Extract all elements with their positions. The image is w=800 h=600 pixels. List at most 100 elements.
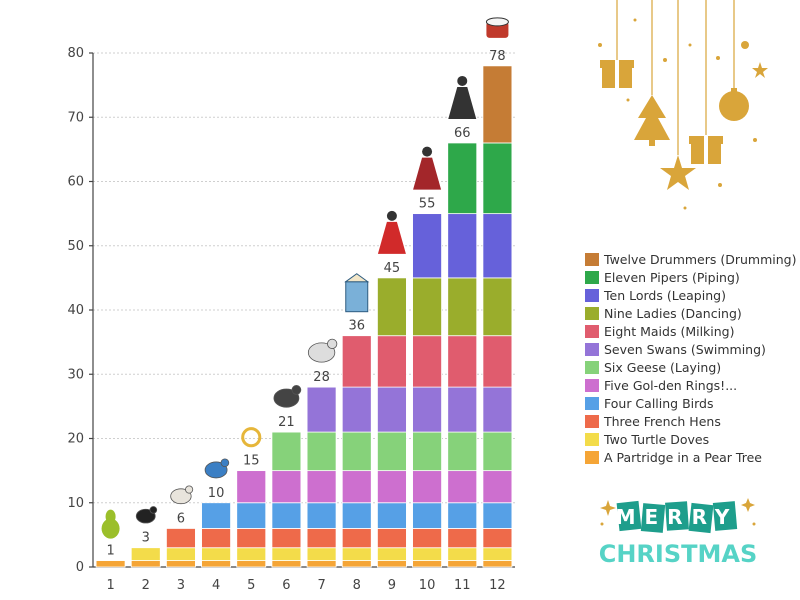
bar-segment: [447, 502, 478, 529]
bar-segment: [306, 502, 337, 529]
y-tick-label: 70: [67, 110, 84, 125]
bar-segment: [166, 560, 196, 568]
ring-icon: [241, 427, 262, 448]
legend-item: Ten Lords (Leaping): [585, 286, 800, 304]
bar-segment: [377, 386, 407, 433]
legend-label: A Partridge in a Pear Tree: [604, 449, 762, 465]
legend-item: Two Turtle Doves: [585, 430, 800, 448]
legend-label: Ten Lords (Leaping): [604, 287, 726, 303]
bar-segment: [377, 528, 407, 549]
x-tick-label: 11: [454, 578, 471, 593]
x-tick-label: 4: [212, 578, 220, 593]
y-tick-label: 50: [67, 239, 84, 254]
bar-total-label: 10: [208, 486, 225, 501]
bar-total-label: 15: [243, 454, 260, 469]
drum-icon: [485, 17, 509, 38]
bar-segment: [482, 65, 513, 144]
bar-segment: [447, 142, 478, 215]
bar-total-label: 36: [348, 319, 365, 334]
bar-segment: [482, 386, 513, 433]
bar-segment: [271, 547, 302, 561]
chart-legend: Twelve Drummers (Drumming) Eleven Pipers …: [585, 250, 800, 466]
pear-top: [105, 509, 116, 524]
bird-body: [273, 388, 300, 408]
x-tick-label: 1: [106, 578, 114, 593]
bird-head: [291, 385, 302, 395]
bar-segment: [447, 386, 478, 433]
bar-segment: [412, 470, 442, 504]
legend-swatch: [585, 324, 599, 338]
drum-body: [486, 21, 509, 38]
legend-swatch: [585, 360, 599, 374]
x-tick-label: 8: [353, 578, 361, 593]
ornament-strings: [616, 0, 735, 155]
bar-segment: [201, 547, 231, 561]
bar-segment: [236, 560, 267, 568]
legend-label: Six Geese (Laying): [604, 359, 722, 375]
bar-segment: [412, 560, 442, 568]
drum-top: [485, 17, 509, 27]
legend-swatch: [585, 270, 599, 284]
bar-segment: [482, 560, 513, 568]
bar-segment: [306, 431, 337, 472]
bar-segment: [201, 560, 231, 568]
figure-body: [413, 157, 442, 190]
bar-total-label: 3: [142, 531, 150, 546]
bar-segment: [201, 502, 231, 529]
legend-label: Two Turtle Doves: [604, 431, 710, 447]
milk-carton-icon: [344, 273, 370, 313]
bar-segment: [482, 431, 513, 472]
legend-item: Three French Hens: [585, 412, 800, 430]
bar-total-label: 78: [489, 49, 506, 64]
legend-item: Twelve Drummers (Drumming): [585, 250, 800, 268]
legend-swatch: [585, 306, 599, 320]
bar-segment: [341, 528, 372, 549]
x-tick-label: 3: [177, 578, 185, 593]
x-tick-label: 2: [142, 578, 150, 593]
bar-segment: [377, 470, 407, 504]
bar-segment: [201, 528, 231, 549]
sparkle-dots: [598, 18, 768, 210]
legend-swatch: [585, 288, 599, 302]
legend-swatch: [585, 378, 599, 392]
y-tick-label: 10: [67, 496, 84, 511]
bar-segment: [236, 528, 267, 549]
x-tick-label: 10: [419, 578, 436, 593]
swan-icon: [307, 338, 338, 363]
bar-segment: [341, 502, 372, 529]
gift-ornament-icon: [689, 136, 723, 164]
bar-segment: [377, 277, 407, 337]
bar-segment: [341, 470, 372, 504]
bird-body: [307, 342, 336, 363]
legend-item: Four Calling Birds: [585, 394, 800, 412]
bar-segment: [377, 502, 407, 529]
bar-segment: [271, 502, 302, 529]
y-tick-label: 60: [67, 175, 84, 190]
bar-segment: [377, 560, 407, 568]
greeting-line-1: MERRY: [616, 505, 739, 529]
legend-swatch: [585, 432, 599, 446]
bar-segment: [271, 431, 302, 472]
bird-head: [185, 485, 194, 494]
bar-segment: [482, 142, 513, 215]
y-tick-label: 80: [67, 46, 84, 61]
bar-segment: [130, 547, 161, 561]
bar-total-label: 28: [313, 370, 330, 385]
bar-total-label: 21: [278, 415, 295, 430]
bar-segment: [341, 547, 372, 561]
bar-segment: [412, 547, 442, 561]
bar-segment: [236, 470, 267, 504]
y-tick-label: 20: [67, 432, 84, 447]
bar-segment: [482, 547, 513, 561]
bar-segment: [306, 547, 337, 561]
greeting-sparkles: [600, 498, 756, 526]
legend-item: Six Geese (Laying): [585, 358, 800, 376]
legend-item: A Partridge in a Pear Tree: [585, 448, 800, 466]
bar-segment: [447, 547, 478, 561]
lord-icon: [413, 146, 442, 190]
bar-segment: [341, 335, 372, 388]
dancer-icon: [377, 210, 406, 254]
pear-body: [101, 518, 120, 539]
legend-label: Twelve Drummers (Drumming): [604, 251, 797, 267]
bird-body: [135, 508, 156, 524]
